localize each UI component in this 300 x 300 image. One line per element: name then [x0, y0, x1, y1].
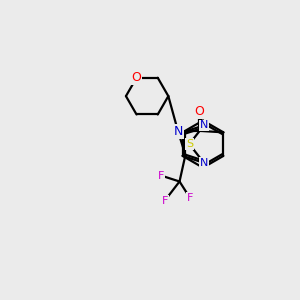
Text: F: F: [162, 196, 168, 206]
Text: N: N: [200, 158, 208, 168]
Text: O: O: [194, 105, 204, 118]
Text: F: F: [158, 171, 164, 181]
Text: S: S: [186, 139, 193, 149]
Text: O: O: [132, 71, 142, 84]
Text: N: N: [173, 125, 183, 138]
Text: N: N: [200, 120, 208, 130]
Text: F: F: [187, 193, 193, 203]
